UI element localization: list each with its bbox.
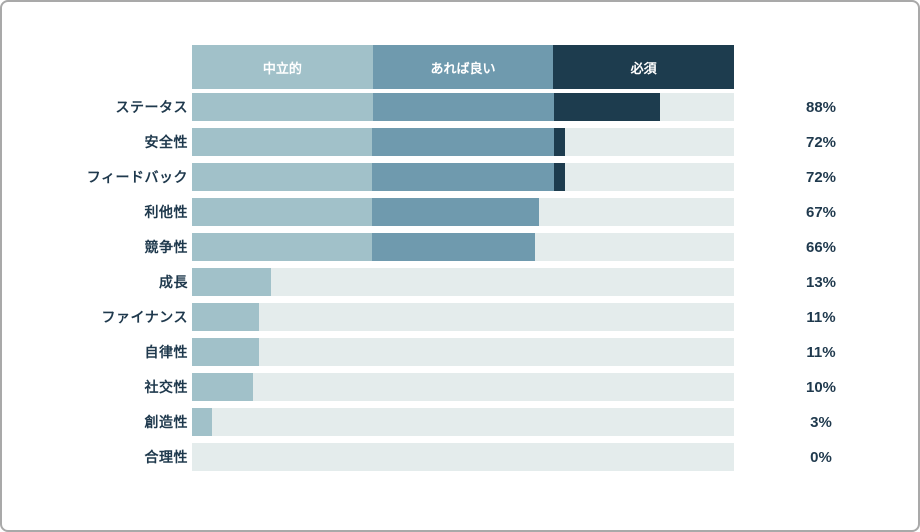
value-label: 0% xyxy=(810,448,832,466)
chart-row: 自律性 11% xyxy=(2,338,918,366)
value-label: 72% xyxy=(805,133,837,151)
bar-segment-neutral xyxy=(192,268,272,296)
chart-row: フィードバック 72% xyxy=(2,163,918,191)
bar-segment-nice-to-have xyxy=(372,198,539,226)
chart-row: 安全性 72% xyxy=(2,128,918,156)
chart-row: 競争性 66% xyxy=(2,233,918,261)
legend: 中立的 あれば良い 必須 xyxy=(192,45,735,89)
bar-segment-nice-to-have xyxy=(372,163,554,191)
chart-row: ファイナンス 11% xyxy=(2,303,918,331)
category-label: 合理性 xyxy=(144,449,188,465)
legend-item-neutral: 中立的 xyxy=(192,45,373,89)
value-label: 13% xyxy=(805,273,837,291)
chart-row: 社交性 10% xyxy=(2,373,918,401)
bar-segment-must xyxy=(554,93,661,121)
chart-rows: ステータス 88% 安全性 72% フィードバック 72% 利他性 67% 競争性 66% 成長 13… xyxy=(2,93,918,471)
category-label: 競争性 xyxy=(144,239,188,255)
legend-label: あれば良い xyxy=(430,60,496,76)
value-label: 72% xyxy=(805,168,837,186)
bar-segment-neutral xyxy=(192,408,213,436)
stacked-bar-chart: 中立的 あれば良い 必須 ステータス 88% 安全性 72% フィードバック 72% 利他性… xyxy=(2,45,918,478)
chart-row: 創造性 3% xyxy=(2,408,918,436)
category-label: ステータス xyxy=(115,99,188,115)
bar-segment-neutral xyxy=(192,93,374,121)
legend-label: 必須 xyxy=(630,60,657,76)
chart-row: ステータス 88% xyxy=(2,93,918,121)
bar-track xyxy=(192,128,734,156)
value-label: 66% xyxy=(805,238,837,256)
value-label: 88% xyxy=(805,98,837,116)
bar-segment-must xyxy=(553,128,566,156)
bar-track xyxy=(192,443,734,471)
bar-track xyxy=(192,163,734,191)
bar-segment-neutral xyxy=(192,128,373,156)
bar-track xyxy=(192,338,734,366)
bar-track xyxy=(192,303,734,331)
bar-segment-nice-to-have xyxy=(372,233,536,261)
value-label: 11% xyxy=(806,308,836,326)
value-label: 3% xyxy=(810,413,832,431)
bar-track xyxy=(192,268,734,296)
value-label: 10% xyxy=(805,378,837,396)
bar-track xyxy=(192,408,734,436)
bar-segment-neutral xyxy=(192,233,373,261)
bar-segment-neutral xyxy=(192,303,260,331)
bar-track xyxy=(192,373,734,401)
value-label: 67% xyxy=(805,203,837,221)
category-label: ファイナンス xyxy=(101,309,188,325)
category-label: 安全性 xyxy=(144,134,188,150)
legend-item-nice-to-have: あれば良い xyxy=(372,45,554,89)
legend-item-must: 必須 xyxy=(553,45,735,89)
bar-segment-must xyxy=(553,163,566,191)
chart-row: 成長 13% xyxy=(2,268,918,296)
bar-track xyxy=(192,93,734,121)
bar-track xyxy=(192,198,734,226)
bar-segment-neutral xyxy=(192,198,373,226)
chart-row: 利他性 67% xyxy=(2,198,918,226)
category-label: 成長 xyxy=(159,274,188,290)
bar-segment-neutral xyxy=(192,373,254,401)
category-label: 社交性 xyxy=(144,379,188,395)
bar-track xyxy=(192,233,734,261)
category-label: 創造性 xyxy=(144,414,188,430)
bar-segment-nice-to-have xyxy=(373,93,555,121)
category-label: フィードバック xyxy=(86,169,188,185)
legend-label: 中立的 xyxy=(262,60,302,76)
value-label: 11% xyxy=(806,343,836,361)
bar-segment-neutral xyxy=(192,163,373,191)
bar-segment-neutral xyxy=(192,338,260,366)
category-label: 自律性 xyxy=(144,344,188,360)
chart-row: 合理性 0% xyxy=(2,443,918,471)
bar-segment-nice-to-have xyxy=(372,128,554,156)
category-label: 利他性 xyxy=(144,204,188,220)
